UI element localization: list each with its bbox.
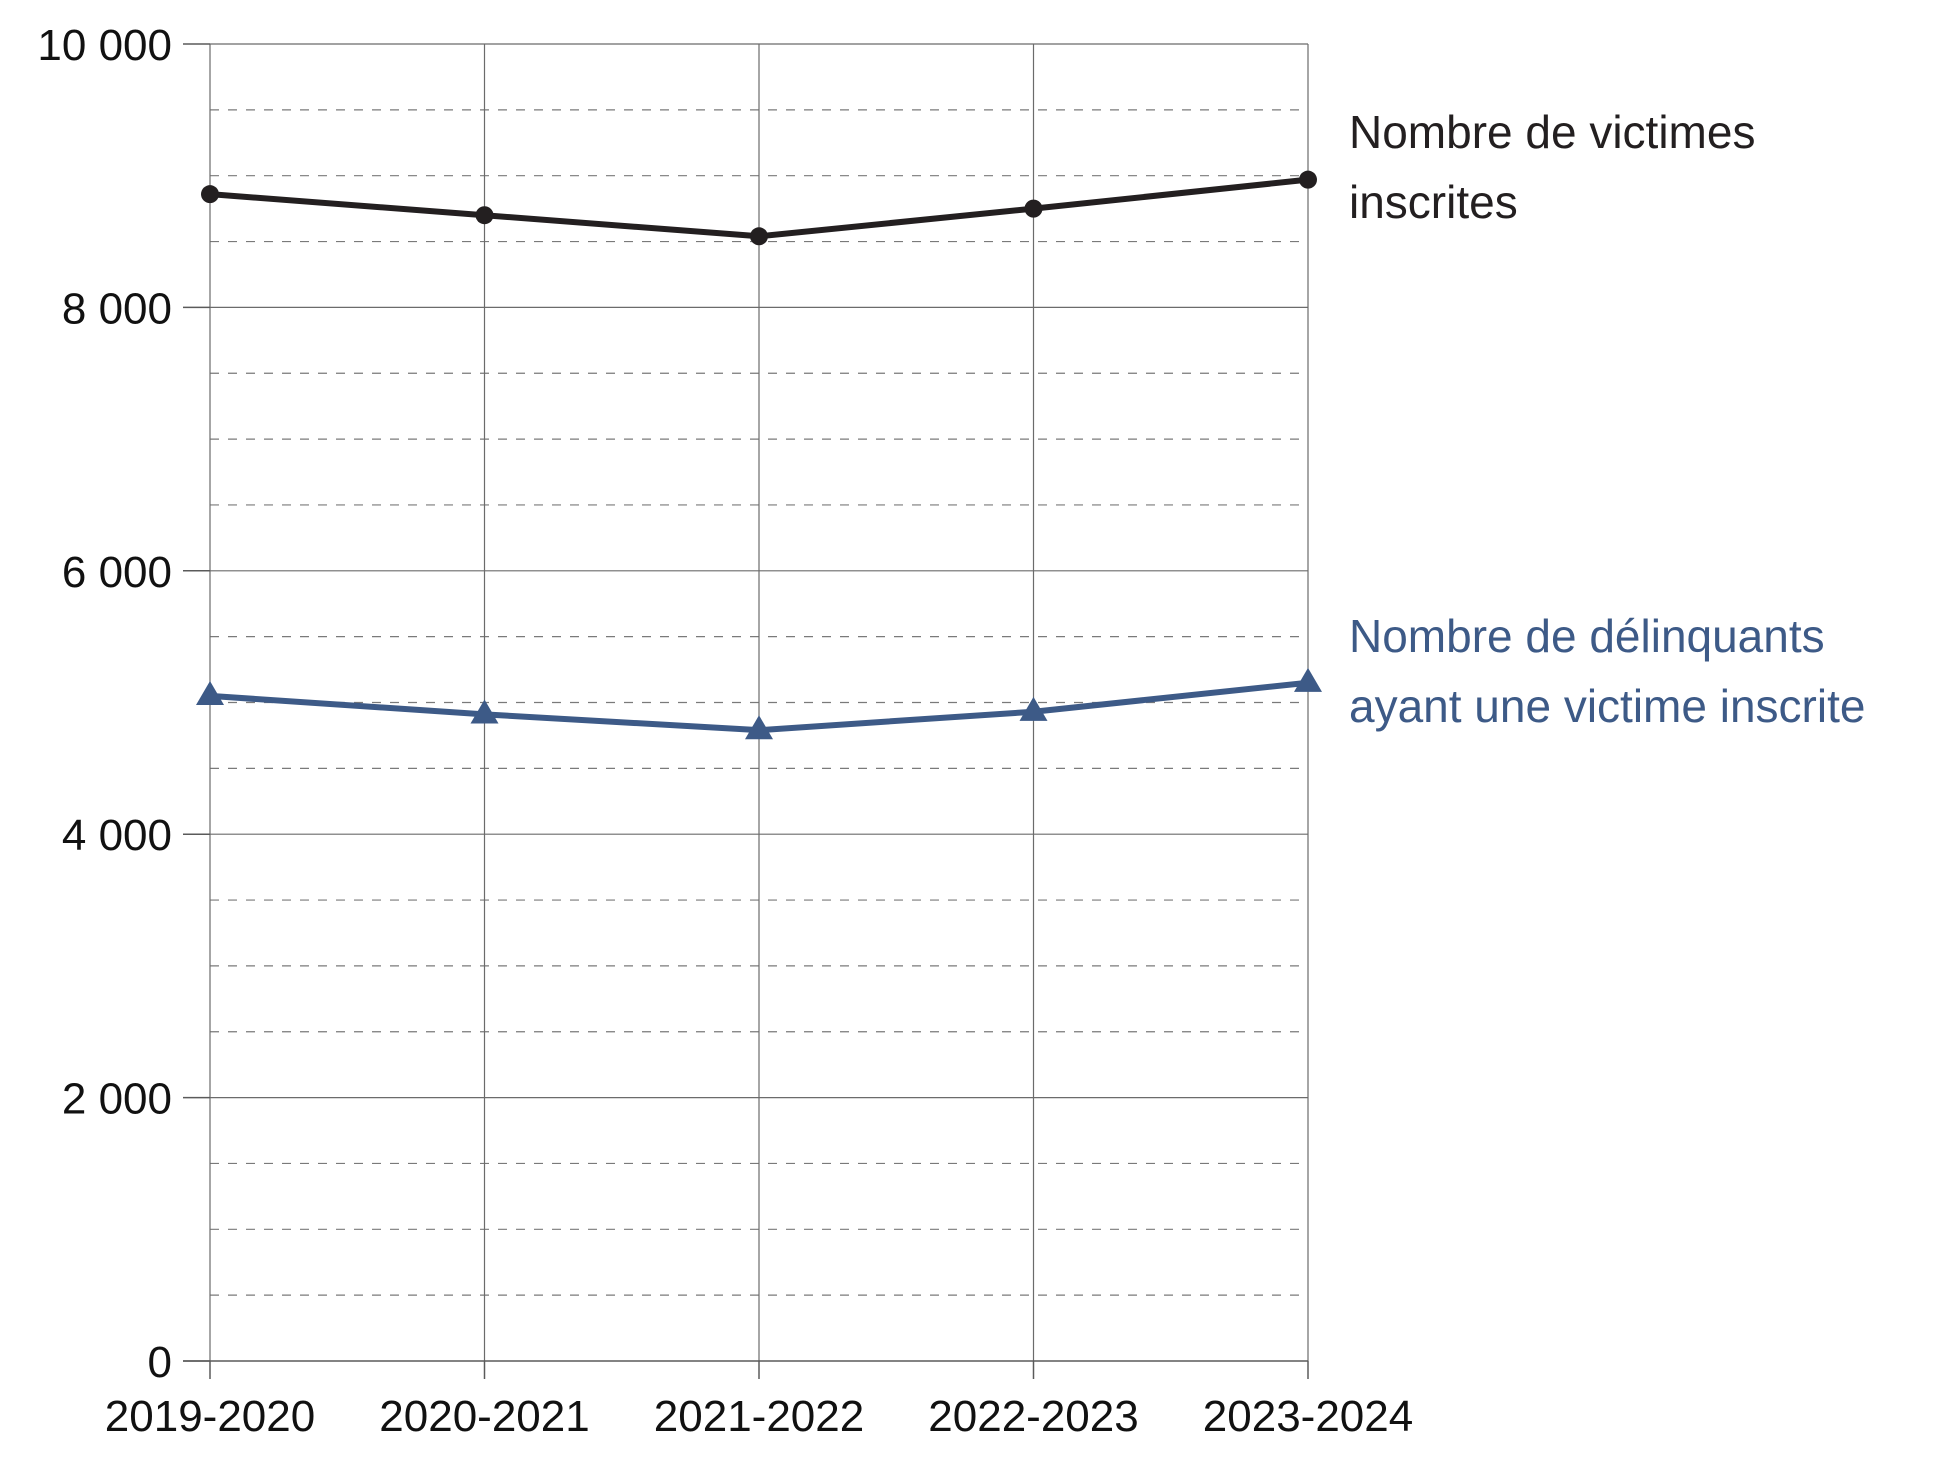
data-point (1294, 667, 1322, 692)
series-label-line: Nombre de délinquants (1349, 610, 1825, 662)
y-tick-label: 0 (148, 1338, 172, 1387)
series-label: Nombre de délinquants ayant une victime i… (1349, 610, 1865, 732)
series-layer (196, 170, 1322, 740)
x-tick-label: 2023-2024 (1203, 1392, 1413, 1441)
data-point (475, 206, 494, 225)
data-point (1019, 696, 1048, 721)
y-tick-label: 4 000 (62, 811, 172, 860)
x-tick-label: 2021-2022 (654, 1392, 864, 1441)
data-point (1299, 170, 1317, 189)
data-point (201, 185, 219, 204)
data-point (1024, 199, 1043, 218)
y-tick-label: 2 000 (62, 1075, 172, 1124)
series-label-line: Nombre de victimes (1349, 106, 1755, 158)
x-tick-label: 2019-2020 (105, 1392, 315, 1441)
series-label: Nombre de victimes inscrites (1349, 106, 1755, 228)
y-tick-label: 8 000 (62, 284, 172, 333)
x-tick-label: 2020-2021 (379, 1392, 589, 1441)
series-labels: Nombre de victimes inscrites Nombre de dél… (1349, 106, 1865, 732)
data-point (750, 227, 768, 246)
data-point (196, 681, 224, 706)
series-label-line: ayant une victime inscrite (1349, 680, 1865, 732)
series-1 (201, 170, 1317, 246)
axes: 0 2 000 4 000 6 000 8 000 10 000 2019-2020 2020… (37, 21, 1413, 1441)
y-tick-label: 10 000 (37, 21, 172, 70)
series-2 (196, 667, 1322, 740)
data-point (745, 715, 773, 740)
y-tick-label: 6 000 (62, 548, 172, 597)
x-tick-label: 2022-2023 (928, 1392, 1138, 1441)
series-label-line: inscrites (1349, 176, 1518, 228)
data-point (470, 699, 499, 724)
